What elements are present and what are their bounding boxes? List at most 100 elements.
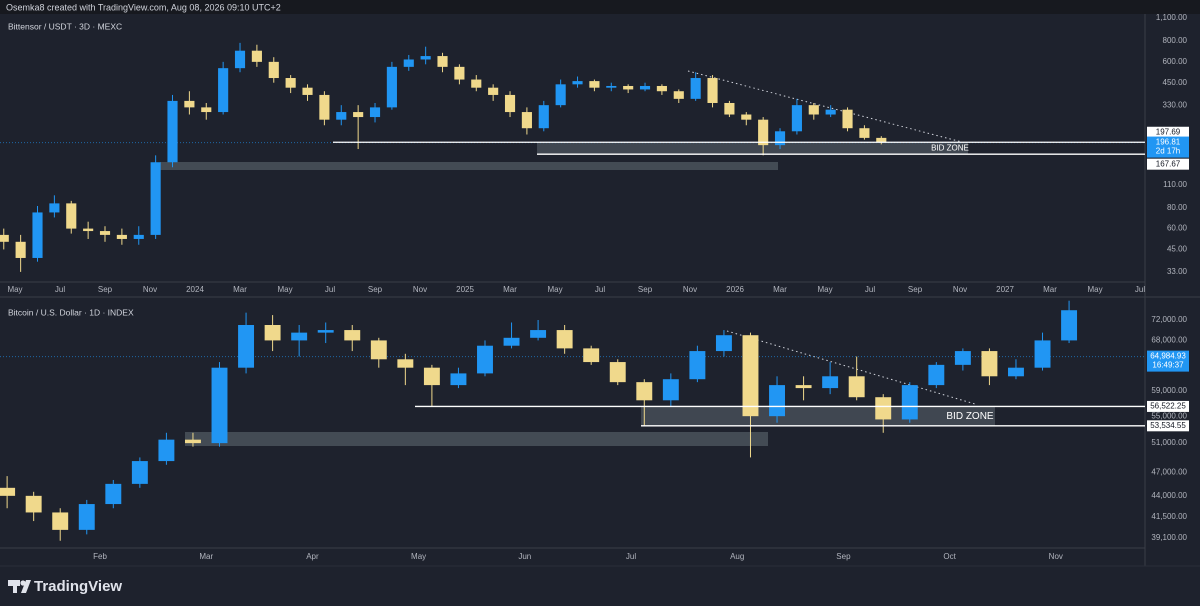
x-tick-label: 2026 — [726, 285, 744, 294]
candle-body — [656, 85, 667, 92]
candle-body — [774, 131, 786, 146]
level-price-box — [1147, 126, 1189, 138]
candle-body — [609, 362, 626, 383]
y-tick-label: 110.00 — [1163, 180, 1187, 189]
x-tick-label: Jun — [518, 552, 531, 561]
y-tick-label: 800.00 — [1163, 36, 1188, 45]
candle-body — [78, 504, 95, 530]
candle-body — [690, 78, 701, 99]
candle-body — [715, 335, 732, 352]
y-tick-label: 47,000.00 — [1151, 467, 1187, 476]
candle-body — [131, 461, 148, 484]
x-tick-label: Mar — [503, 285, 517, 294]
candle-body — [184, 439, 201, 444]
candle-body — [251, 50, 262, 62]
bid-zone — [641, 406, 995, 426]
candle-body — [403, 59, 414, 67]
y-tick-label: 1,100.00 — [1156, 13, 1188, 22]
candle-body — [268, 61, 279, 79]
x-tick-label: 2024 — [186, 285, 204, 294]
candle-body — [583, 348, 600, 363]
x-tick-label: Mar — [773, 285, 787, 294]
last-price-box — [1147, 350, 1189, 372]
candle-body — [450, 373, 467, 386]
candle-body — [302, 87, 313, 95]
x-tick-label: May — [547, 285, 562, 294]
candle-body — [264, 325, 281, 341]
candle-body — [876, 137, 887, 143]
x-tick-label: Nov — [143, 285, 157, 294]
candle-body — [454, 66, 465, 80]
candle-body — [344, 330, 361, 341]
y-tick-label: 45.00 — [1167, 245, 1188, 254]
level-price-box — [1147, 158, 1189, 170]
y-tick-label: 60.00 — [1167, 224, 1188, 233]
y-tick-label: 330.00 — [1163, 100, 1188, 109]
header-bar — [0, 0, 1200, 14]
candle-body — [741, 114, 752, 120]
y-tick-label: 44,000.00 — [1151, 491, 1187, 500]
candle-body — [317, 330, 334, 333]
x-tick-label: Sep — [836, 552, 851, 561]
zone-label: BID ZONE — [946, 411, 994, 422]
candle-body — [825, 109, 836, 115]
candle-body — [319, 94, 330, 120]
level-price-label: 56,522.25 — [1150, 402, 1186, 411]
logo — [8, 580, 31, 593]
candle-body — [791, 105, 802, 132]
level-price-label: 167.67 — [1156, 159, 1181, 168]
x-tick-label: Mar — [233, 285, 247, 294]
candle-body — [32, 212, 43, 258]
candle-body — [954, 351, 971, 365]
x-tick-label: 2027 — [996, 285, 1014, 294]
candle-body — [538, 105, 549, 129]
x-tick-label: Jul — [865, 285, 875, 294]
candle-body — [133, 234, 144, 239]
candle-body — [285, 78, 296, 88]
x-tick-label: Jul — [626, 552, 636, 561]
candle-body — [623, 85, 634, 90]
candle-body — [116, 234, 127, 239]
candle-body — [397, 359, 414, 368]
candle-body — [336, 112, 347, 120]
candle-body — [673, 91, 684, 99]
candle-body — [105, 483, 122, 505]
x-tick-label: May — [411, 552, 426, 561]
y-tick-label: 72,000.00 — [1151, 315, 1187, 324]
candle-body — [848, 376, 865, 398]
candle-body — [589, 81, 600, 88]
candle-body — [981, 351, 998, 377]
candle-body — [238, 325, 255, 368]
level-price-box — [1147, 420, 1189, 432]
x-tick-label: Sep — [908, 285, 923, 294]
candle-body — [769, 385, 785, 417]
last-price-label: 64,984.93 — [1150, 352, 1186, 361]
x-tick-label: 2025 — [456, 285, 474, 294]
x-tick-label: Nov — [413, 285, 427, 294]
x-tick-label: May — [1087, 285, 1102, 294]
pane-title: Bittensor / USDT · 3D · MEXC — [8, 21, 122, 31]
x-tick-label: Oct — [943, 552, 956, 561]
x-tick-label: Sep — [368, 285, 383, 294]
x-tick-label: Jul — [595, 285, 605, 294]
y-tick-label: 68,000.00 — [1151, 336, 1187, 345]
candle-body — [369, 107, 381, 118]
candle-body — [83, 228, 94, 232]
zone-label: BID ZONE — [931, 143, 969, 152]
candle-body — [742, 335, 759, 417]
candle-body — [218, 68, 229, 113]
x-tick-label: Mar — [199, 552, 213, 561]
y-tick-label: 51,000.00 — [1151, 438, 1187, 447]
candle-body — [25, 495, 42, 513]
footer-brand: TradingView — [34, 578, 122, 595]
candle-body — [636, 382, 653, 401]
x-tick-label: May — [277, 285, 292, 294]
candle-body — [758, 119, 769, 146]
x-tick-label: Nov — [683, 285, 697, 294]
candle-body — [875, 397, 892, 420]
x-tick-label: Apr — [306, 552, 319, 561]
y-tick-label: 41,500.00 — [1151, 512, 1187, 521]
candle-body — [158, 439, 175, 462]
candle-body — [928, 364, 945, 386]
